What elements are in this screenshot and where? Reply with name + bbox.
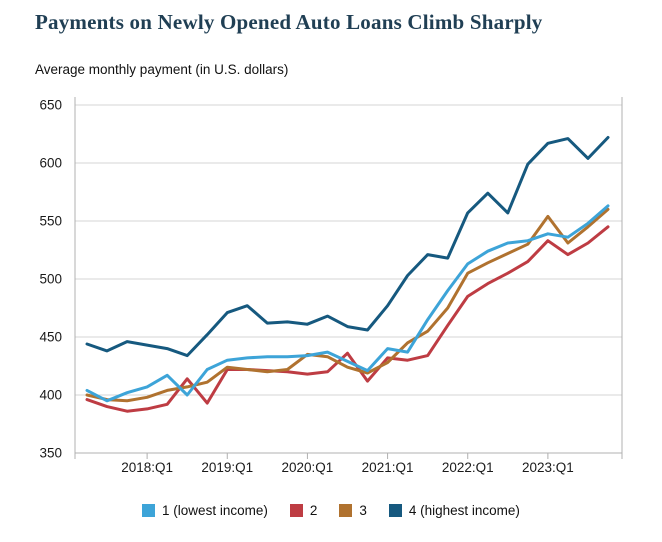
legend-item-1: 1 (lowest income) bbox=[142, 503, 268, 518]
y-tick-label-650: 650 bbox=[39, 98, 62, 113]
series-line-3 bbox=[85, 207, 610, 403]
legend-swatch-1 bbox=[142, 504, 156, 517]
x-tick-label-2020:Q1: 2020:Q1 bbox=[282, 460, 334, 475]
y-tick-label-550: 550 bbox=[39, 214, 62, 229]
x-tick-label-2022:Q1: 2022:Q1 bbox=[442, 460, 494, 475]
chart-title: Payments on Newly Opened Auto Loans Clim… bbox=[35, 10, 543, 34]
legend-label-4: 4 (highest income) bbox=[408, 503, 520, 518]
legend-swatch-3 bbox=[339, 504, 353, 517]
y-tick-label-600: 600 bbox=[39, 156, 62, 171]
legend-swatch-4 bbox=[388, 504, 402, 517]
y-tick-label-500: 500 bbox=[39, 272, 62, 287]
legend-label-2: 2 bbox=[309, 503, 318, 518]
legend-swatch-2 bbox=[289, 504, 303, 517]
chart-plot-area: 650 600 550 500 450 400 350 2018:Q1 2019:Q1 2020:… bbox=[39, 97, 623, 475]
y-tick-label-400: 400 bbox=[39, 388, 62, 403]
series-line-2 bbox=[85, 225, 610, 413]
legend-item-4: 4 (highest income) bbox=[388, 503, 520, 518]
legend-label-3: 3 bbox=[359, 503, 367, 518]
x-tick-label-2019:Q1: 2019:Q1 bbox=[201, 460, 253, 475]
series-line-1 bbox=[85, 204, 610, 403]
chart-subtitle: Average monthly payment (in U.S. dollars… bbox=[35, 62, 289, 77]
chart-legend: 1 (lowest income) 2 3 4 (highest income) bbox=[0, 503, 662, 518]
legend-item-3: 3 bbox=[339, 503, 367, 518]
x-tick-label-2021:Q1: 2021:Q1 bbox=[362, 460, 414, 475]
x-tick-label-2023:Q1: 2023:Q1 bbox=[522, 460, 574, 475]
series-line-4 bbox=[85, 136, 610, 358]
legend-item-2: 2 bbox=[289, 503, 318, 518]
y-tick-label-450: 450 bbox=[39, 330, 62, 345]
x-tick-label-2018:Q1: 2018:Q1 bbox=[121, 460, 173, 475]
y-tick-label-350: 350 bbox=[39, 446, 62, 461]
legend-label-1: 1 (lowest income) bbox=[162, 503, 268, 518]
